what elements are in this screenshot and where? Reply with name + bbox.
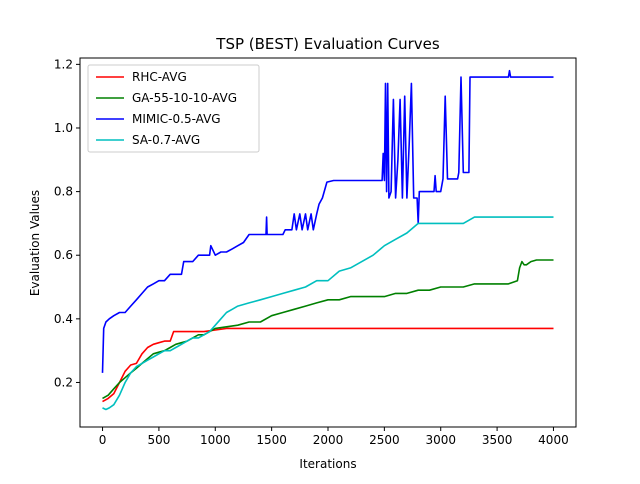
series-line-3: [101, 69, 554, 373]
y-tick-label: 0.6: [54, 248, 73, 262]
y-tick-label: 0.2: [54, 375, 73, 389]
y-tick-label: 1.2: [54, 57, 73, 71]
x-tick-label: 2500: [369, 433, 400, 447]
series-line-1: [102, 327, 554, 403]
x-tick-label: 1000: [200, 433, 231, 447]
y-tick-label: 0.8: [54, 185, 73, 199]
x-tick-label: 3000: [425, 433, 456, 447]
series-line-4: [102, 216, 554, 411]
legend-label: SA-0.7-AVG: [132, 133, 200, 147]
legend-label: RHC-AVG: [132, 70, 187, 84]
y-tick-label: 1.0: [54, 121, 73, 135]
chart-title: TSP (BEST) Evaluation Curves: [215, 35, 440, 53]
x-axis: 0 500 1000 1500 2000 2500 3000 3500 4000: [99, 427, 569, 447]
legend-label: GA-55-10-10-AVG: [132, 91, 237, 105]
y-axis-label: Evaluation Values: [28, 190, 42, 296]
x-tick-label: 4000: [538, 433, 569, 447]
x-tick-label: 0: [99, 433, 107, 447]
legend-box: [87, 64, 260, 153]
x-tick-label: 500: [147, 433, 170, 447]
x-axis-label: Iterations: [299, 457, 356, 471]
y-axis: 0.2 0.4 0.6 0.8 1.0 1.2: [54, 57, 80, 389]
series-layer: [101, 69, 554, 411]
x-tick-label: 1500: [256, 433, 287, 447]
series-line-2: [102, 259, 554, 400]
y-tick-label: 0.4: [54, 312, 73, 326]
x-tick-label: 3500: [482, 433, 513, 447]
x-tick-label: 2000: [313, 433, 344, 447]
legend-label: MIMIC-0.5-AVG: [132, 112, 221, 126]
legend: RHC-AVG GA-55-10-10-AVG MIMIC-0.5-AVG SA-0.…: [87, 64, 260, 153]
